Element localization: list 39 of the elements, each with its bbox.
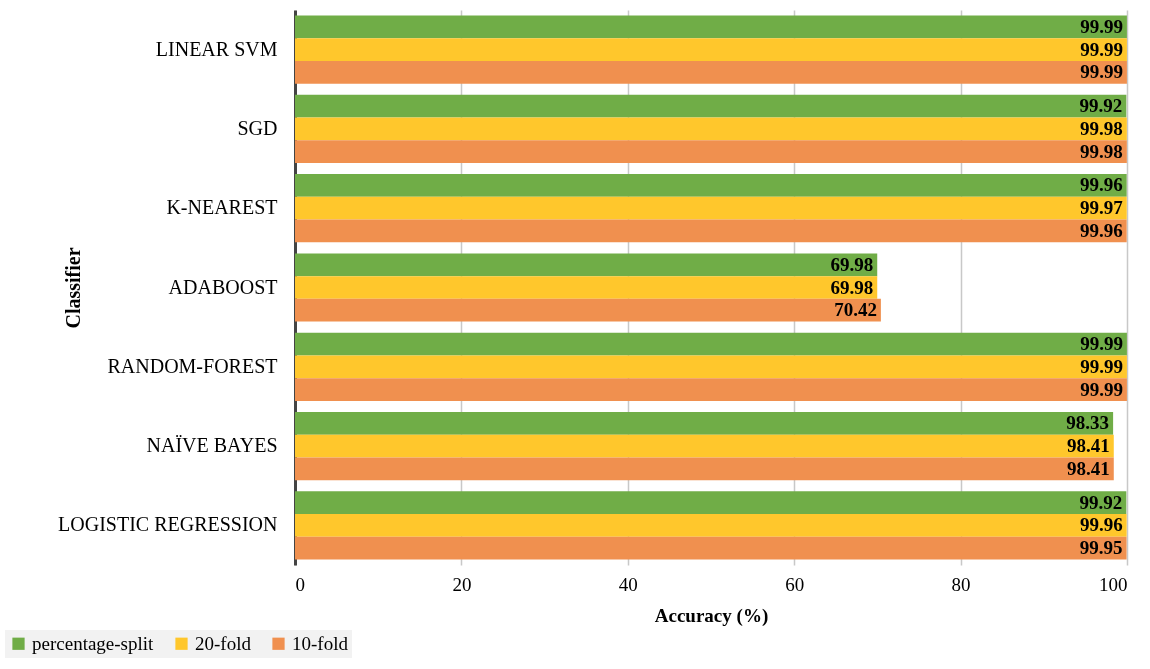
data-label: 69.98 (830, 276, 874, 298)
y-tick-label: LINEAR SVM (155, 37, 278, 60)
data-label: 99.99 (1080, 378, 1123, 400)
data-label: 98.41 (1067, 435, 1110, 457)
data-label: 99.99 (1080, 61, 1123, 83)
legend-label: 20-fold (195, 632, 252, 654)
data-label: 69.98 (830, 253, 874, 275)
data-label: 99.97 (1080, 197, 1124, 219)
data-label: 99.98 (1080, 140, 1123, 162)
x-tick-label: 80 (951, 573, 971, 595)
x-tick-label: 100 (1099, 573, 1128, 595)
y-tick-label: LOGISTIC REGRESSION (58, 513, 278, 536)
data-label: 99.99 (1080, 333, 1123, 355)
y-axis-title: Classifier (61, 247, 84, 329)
data-label: 98.41 (1067, 457, 1110, 479)
data-label: 70.42 (834, 299, 877, 321)
data-label: 99.96 (1079, 174, 1123, 196)
legend-label: percentage-split (32, 632, 155, 654)
x-tick-label: 0 (295, 573, 305, 595)
data-label: 99.98 (1080, 117, 1123, 139)
y-tick-label: ADABOOST (168, 275, 278, 298)
data-label: 99.99 (1080, 15, 1123, 37)
y-tick-label: K-NEAREST (166, 196, 278, 219)
data-label: 98.33 (1066, 412, 1110, 434)
data-label: 99.99 (1080, 38, 1123, 60)
data-label: 99.96 (1079, 514, 1123, 536)
y-tick-label: SGD (237, 116, 278, 139)
data-label: 99.92 (1079, 491, 1123, 513)
x-tick-label: 60 (785, 573, 805, 595)
x-tick-label: 20 (452, 573, 472, 595)
data-label: 99.96 (1079, 219, 1123, 241)
y-tick-label: NAÏVE BAYES (146, 434, 278, 457)
data-label: 99.99 (1080, 355, 1123, 377)
x-tick-label: 40 (618, 573, 638, 595)
data-label: 99.92 (1079, 95, 1123, 117)
legend-label: 10-fold (292, 632, 349, 654)
data-label: 99.95 (1079, 537, 1123, 559)
x-axis-title: Accuracy (%) (654, 604, 769, 627)
y-tick-label: RANDOM-FOREST (107, 354, 278, 377)
